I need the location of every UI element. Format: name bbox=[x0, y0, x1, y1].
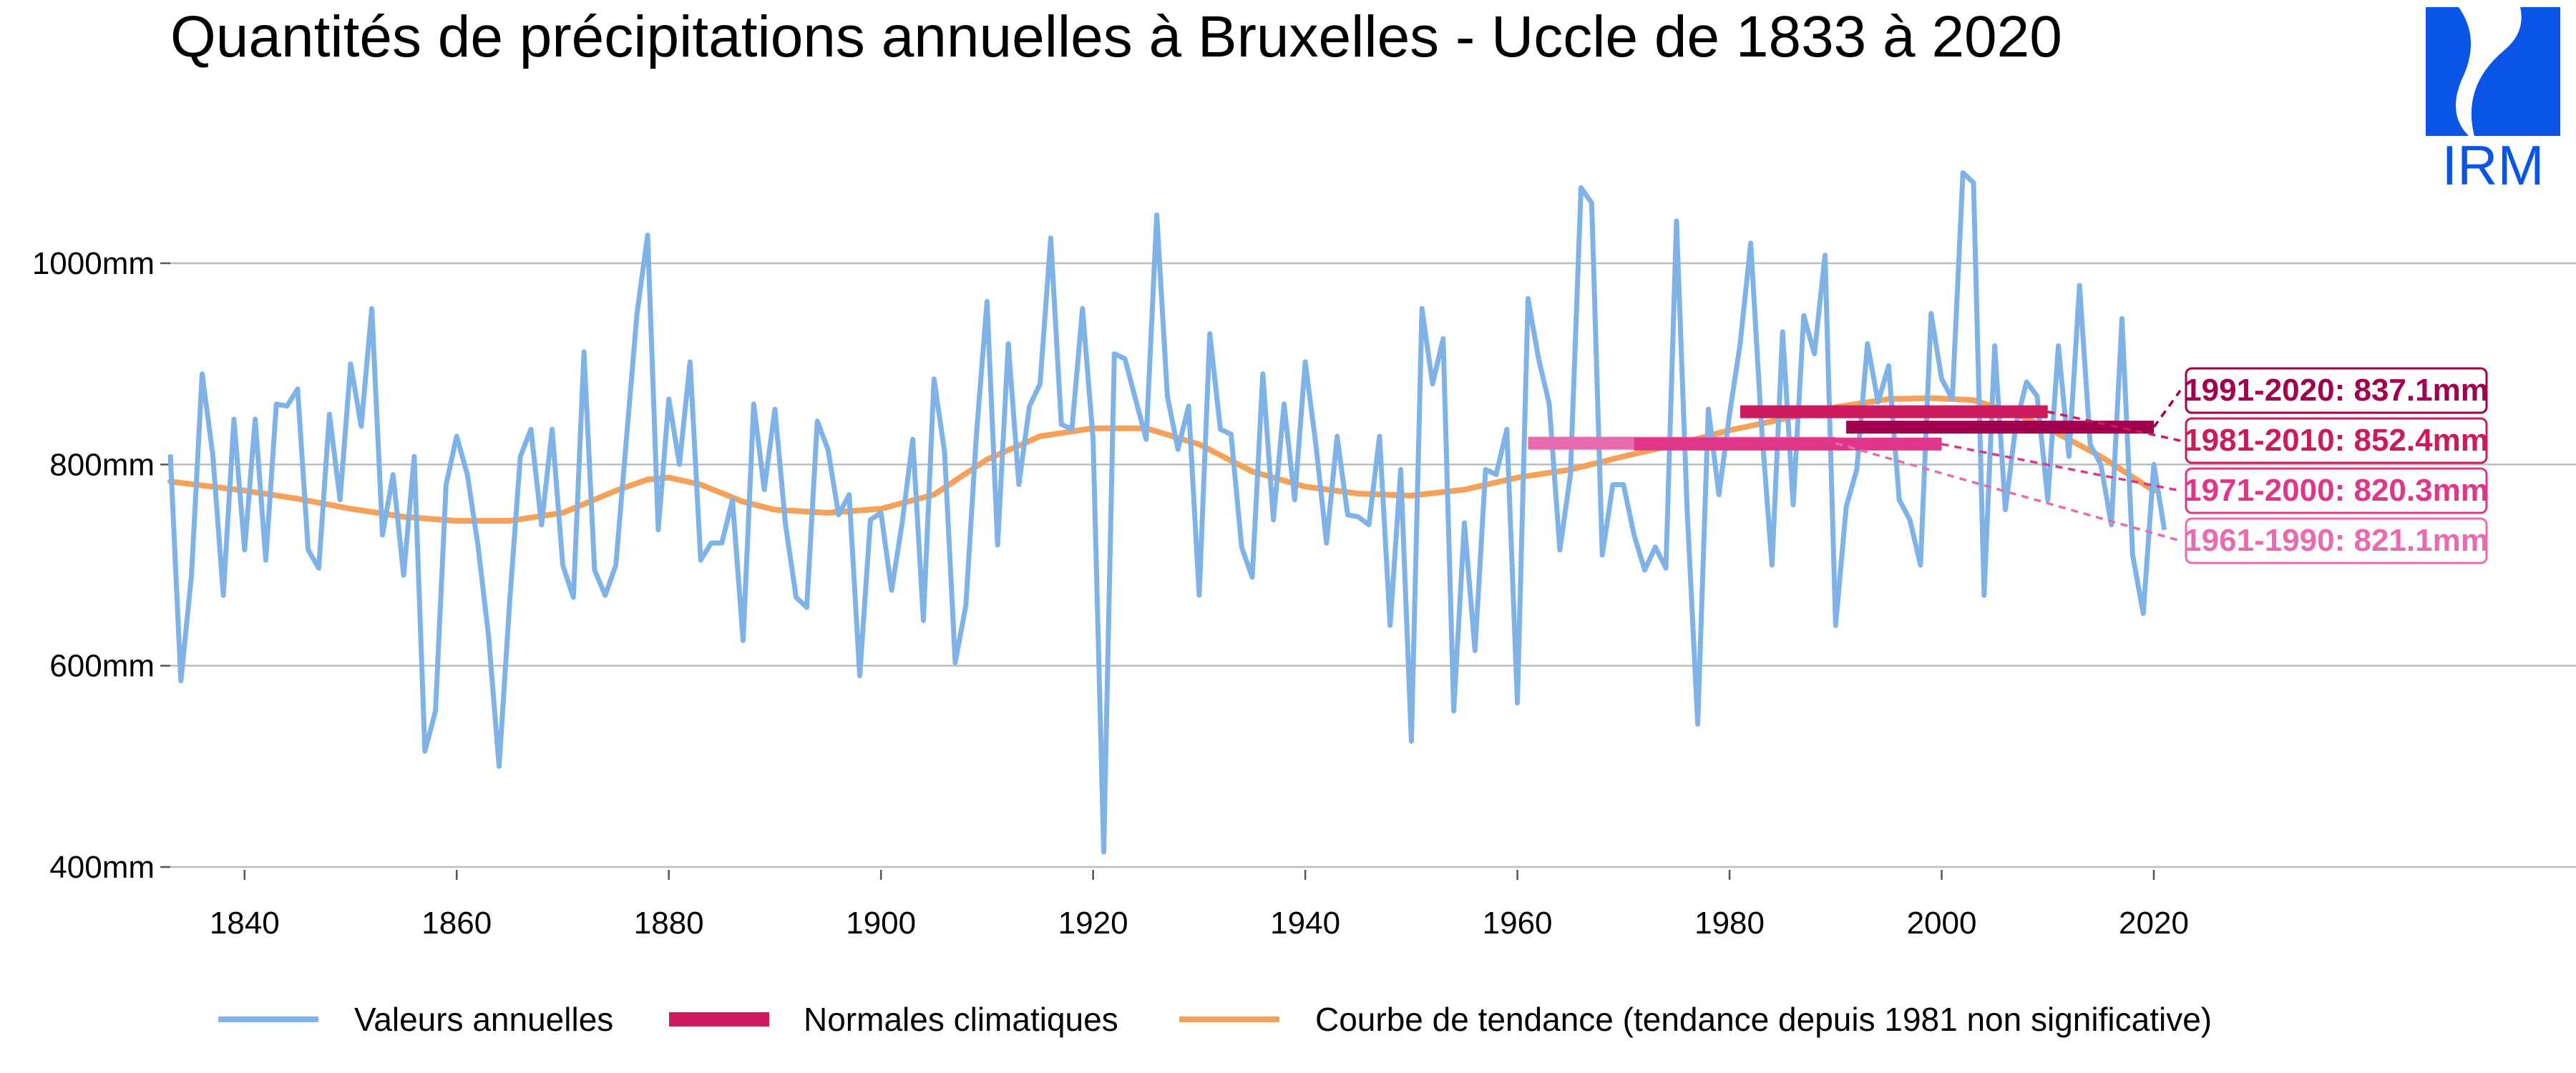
irm-logo-emblem-wave-icon bbox=[2471, 7, 2560, 136]
y-tick-label: 1000mm bbox=[32, 246, 155, 281]
x-tick-label: 1900 bbox=[846, 906, 916, 941]
normal-label-1991-2020: 1991-2020: 837.1mm bbox=[2184, 373, 2489, 408]
irm-logo-text: IRM bbox=[2442, 134, 2545, 197]
x-tick-label: 1960 bbox=[1483, 906, 1553, 941]
normal-leader-line bbox=[1835, 441, 2181, 542]
x-tick-label: 1840 bbox=[210, 906, 280, 941]
normal-label-box bbox=[2185, 417, 2488, 464]
y-tick-label: 600mm bbox=[49, 649, 155, 684]
legend-label: Courbe de tendance (tendance depuis 1981… bbox=[1315, 1001, 2212, 1038]
y-tick-label: 800mm bbox=[49, 447, 155, 482]
legend-label: Normales climatiques bbox=[804, 1001, 1118, 1038]
normal-leader-line bbox=[1941, 443, 2181, 492]
x-tick-label: 1940 bbox=[1270, 906, 1340, 941]
irm-logo: IRM bbox=[2426, 7, 2560, 197]
chart-title: Quantités de précipitations annuelles à … bbox=[170, 4, 2062, 69]
x-tick-label: 1980 bbox=[1694, 906, 1765, 941]
legend-label: Valeurs annuelles bbox=[354, 1001, 613, 1038]
x-tick-label: 1880 bbox=[634, 906, 704, 941]
normal-label-box bbox=[2185, 467, 2488, 514]
normal-leader-line bbox=[2152, 389, 2182, 428]
x-tick-label: 1920 bbox=[1058, 906, 1128, 941]
irm-logo-emblem-icon bbox=[2426, 7, 2472, 136]
y-tick-label: 400mm bbox=[49, 850, 155, 885]
x-tick-label: 2000 bbox=[1907, 906, 1977, 941]
normal-label-box bbox=[2185, 517, 2488, 564]
annual-values-line bbox=[167, 170, 2167, 855]
normal-label-1971-2000: 1971-2000: 820.3mm bbox=[2184, 473, 2489, 508]
normal-label-1961-1990: 1961-1990: 821.1mm bbox=[2184, 523, 2489, 558]
normal-leader-line bbox=[2047, 410, 2181, 442]
x-tick-label: 2020 bbox=[2119, 906, 2189, 941]
x-tick-label: 1860 bbox=[421, 906, 492, 941]
normal-label-box bbox=[2185, 367, 2488, 414]
normal-label-1981-2010: 1981-2010: 852.4mm bbox=[2184, 423, 2489, 458]
